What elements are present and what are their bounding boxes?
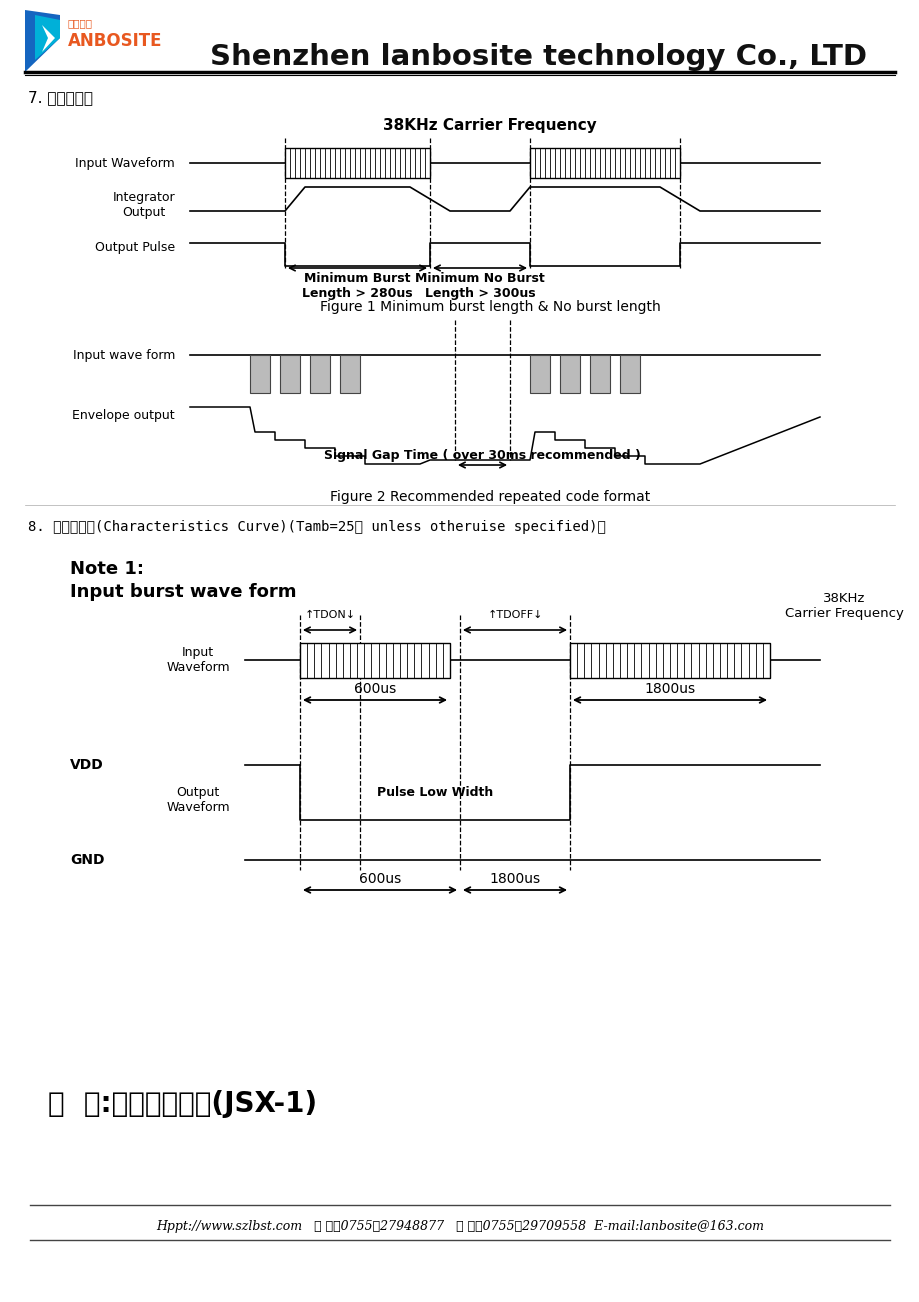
Bar (560, 355, 579, 393)
Text: 1800us: 1800us (643, 682, 695, 697)
Bar (589, 355, 609, 393)
Text: Input wave form: Input wave form (73, 349, 175, 362)
Text: Input burst wave form: Input burst wave form (70, 583, 296, 602)
Text: Minimum Burst
Length > 280us: Minimum Burst Length > 280us (301, 272, 413, 299)
Text: Integrator
Output: Integrator Output (112, 191, 175, 219)
Text: VDD: VDD (70, 758, 104, 772)
Text: Output
Waveform: Output Waveform (166, 786, 230, 814)
Text: 600us: 600us (358, 872, 401, 885)
Text: 8. 特性曲线图(Characteristics Curve)(Tamb=25℃ unless otheruise specified)：: 8. 特性曲线图(Characteristics Curve)(Tamb=25℃… (28, 519, 606, 534)
Bar (529, 355, 550, 393)
Bar (340, 355, 359, 393)
Text: ↑TDON↓: ↑TDON↓ (304, 611, 355, 620)
Bar (250, 355, 269, 393)
Text: Note 1:: Note 1: (70, 560, 144, 578)
Text: Hppt://www.szlbst.com   电 话：0755－27948877   传 真：0755－29709558  E-mail:lanbosite@: Hppt://www.szlbst.com 电 话：0755－27948877 … (156, 1220, 763, 1233)
Text: ↑TDOFF↓: ↑TDOFF↓ (487, 611, 542, 620)
Bar (285, 148, 429, 178)
Text: Input Waveform: Input Waveform (75, 156, 175, 169)
Text: Pulse Low Width: Pulse Low Width (377, 786, 493, 799)
Text: 兰博斯特: 兰博斯特 (68, 18, 93, 29)
Polygon shape (25, 10, 60, 72)
Text: 7. 测试波型：: 7. 测试波型： (28, 90, 93, 105)
Text: Minimum No Burst
Length > 300us: Minimum No Burst Length > 300us (414, 272, 544, 299)
Bar (570, 642, 769, 677)
Bar (300, 642, 449, 677)
Text: GND: GND (70, 853, 105, 867)
Text: Figure 2 Recommended repeated code format: Figure 2 Recommended repeated code forma… (330, 490, 650, 504)
Text: 型  号:红外线接收线(JSX-1): 型 号:红外线接收线(JSX-1) (48, 1090, 317, 1118)
Text: Shenzhen lanbosite technology Co., LTD: Shenzhen lanbosite technology Co., LTD (210, 43, 866, 72)
Bar (279, 355, 300, 393)
Text: Input
Waveform: Input Waveform (166, 646, 230, 674)
Bar (529, 148, 679, 178)
Polygon shape (42, 25, 55, 52)
Text: 38KHz
Carrier Frequency: 38KHz Carrier Frequency (784, 592, 902, 620)
Text: 1800us: 1800us (489, 872, 540, 885)
Text: Signal Gap Time ( over 30ms recommended ): Signal Gap Time ( over 30ms recommended … (323, 449, 641, 462)
Text: ANBOSITE: ANBOSITE (68, 33, 163, 49)
Text: 38KHz Carrier Frequency: 38KHz Carrier Frequency (382, 118, 596, 133)
Bar (619, 355, 640, 393)
Text: Figure 1 Minimum burst length & No burst length: Figure 1 Minimum burst length & No burst… (319, 299, 660, 314)
Bar (310, 355, 330, 393)
Text: Envelope output: Envelope output (73, 409, 175, 422)
Text: 600us: 600us (354, 682, 396, 697)
Polygon shape (35, 16, 60, 60)
Text: Output Pulse: Output Pulse (95, 241, 175, 254)
